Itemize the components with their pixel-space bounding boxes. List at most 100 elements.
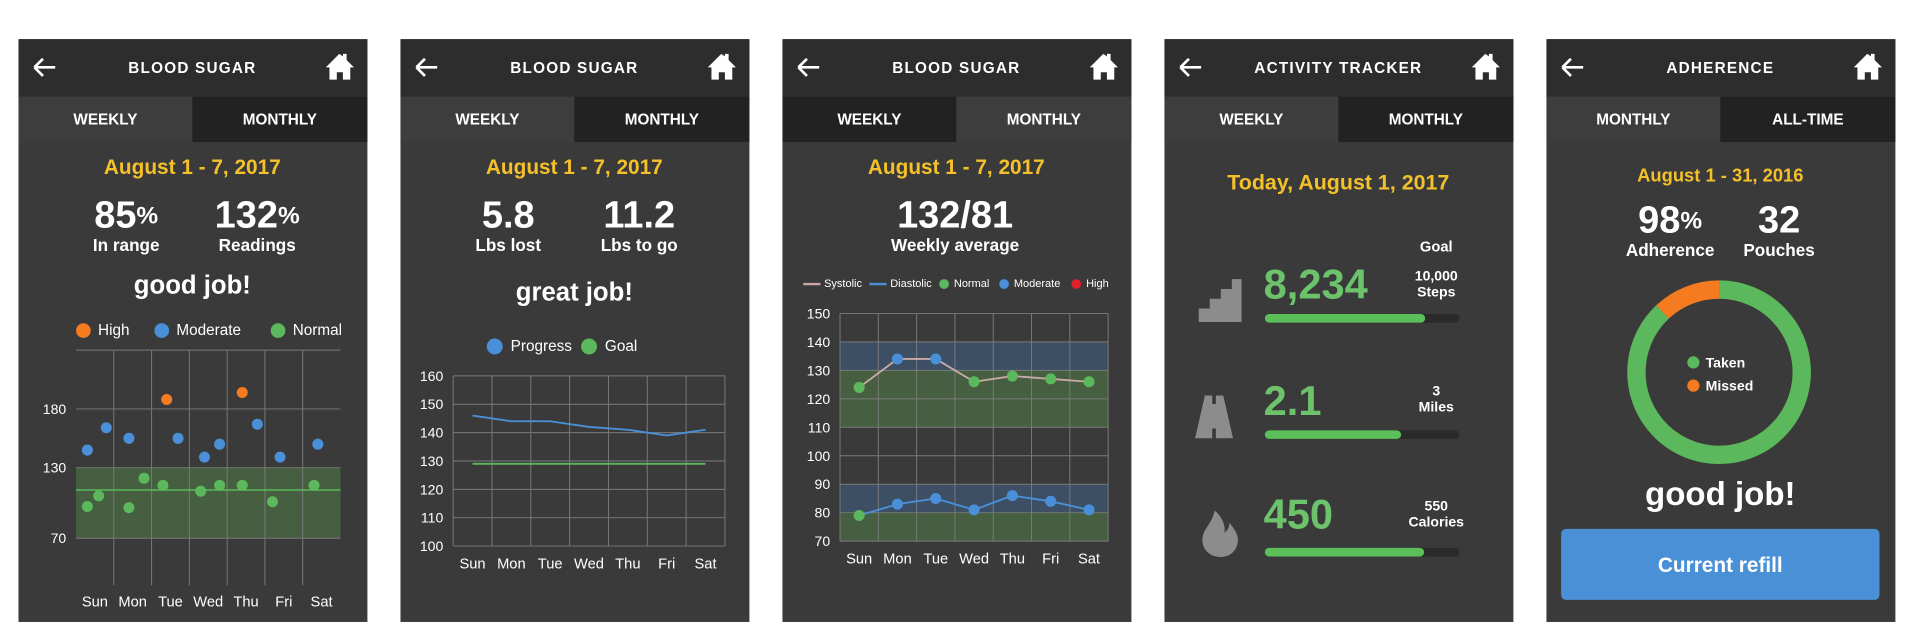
tab[interactable] [782,96,957,143]
tab[interactable] [192,96,368,143]
x-tick-label: Mon [118,594,147,610]
tab[interactable] [1338,96,1514,143]
data-point [195,485,207,497]
data-point [123,502,135,514]
y-tick-label: 140 [420,425,444,441]
x-tick-label: Wed [574,556,604,572]
y-tick-label: 100 [420,538,444,554]
goal-header: Goal [1420,239,1453,255]
data-line [472,414,706,437]
progress-fill [1264,314,1426,323]
y-tick-label: 180 [43,401,67,417]
legend-label: High [1086,278,1109,290]
legend-marker [154,323,170,338]
activity-value: 2.1 [1264,377,1322,424]
y-tick-label: 130 [807,362,831,378]
stat-value: 132% [215,194,300,236]
activity-value: 8,234 [1264,261,1368,308]
tab[interactable] [1720,96,1896,143]
goal-unit: Calories [1409,514,1465,530]
data-point [157,479,169,491]
phone-screen: ACTIVITY TRACKER WEEKLY MONTHLY Today, Augu… [1164,39,1514,622]
y-tick-label: 100 [807,448,831,464]
goal-value: 10,000 [1415,267,1458,283]
stat-label: Pouches [1743,240,1814,260]
x-tick-label: Thu [615,556,640,572]
data-point [312,438,324,450]
home-button[interactable] [1471,53,1500,80]
home-button[interactable] [707,53,736,80]
home-button[interactable] [325,53,354,80]
activity-value: 450 [1264,491,1333,538]
data-point [1083,504,1095,516]
goal-unit: Steps [1417,283,1455,299]
back-button[interactable] [33,57,56,77]
screen-title: BLOOD SUGAR [510,60,638,77]
legend-label: Taken [1706,354,1746,370]
data-point [274,451,286,463]
stat-unit: % [278,202,300,229]
back-button[interactable] [1179,57,1202,77]
range-band [76,467,341,539]
current-refill-button[interactable] [1561,528,1880,600]
data-point [1006,490,1018,502]
y-tick-label: 70 [815,533,831,549]
date-range: August 1 - 7, 2017 [868,156,1045,179]
legend-label: Systolic [824,278,862,290]
legend-label: High [98,322,129,339]
screen-title: ACTIVITY TRACKER [1254,60,1422,77]
data-point [853,510,865,522]
back-button[interactable] [1561,57,1584,77]
data-point [81,500,93,512]
stat-number: 11.2 [603,194,675,236]
range-band [840,341,1109,371]
tab[interactable] [18,96,193,143]
tab[interactable] [1546,96,1721,143]
date-range: Today, August 1, 2017 [1227,170,1449,194]
data-point [308,479,320,491]
tab[interactable] [574,96,750,143]
phone-screen: BLOOD SUGAR WEEKLY MONTHLY August 1 - 7, 20… [18,39,368,622]
legend-marker [1687,379,1700,392]
x-tick-label: Fri [658,556,675,572]
legend-label: Diastolic [890,278,932,290]
tab-label: MONTHLY [625,111,699,128]
tab[interactable] [956,96,1132,143]
legend-marker [76,323,91,338]
y-tick-label: 120 [807,391,831,407]
y-tick-label: 80 [815,505,831,521]
home-button[interactable] [1853,53,1882,80]
message: good job! [1645,476,1796,513]
y-tick-label: 110 [421,510,444,526]
legend-marker [999,279,1009,289]
data-point [853,381,865,393]
x-tick-label: Tue [158,594,183,610]
data-point [161,394,173,406]
activity-icon [1202,510,1238,558]
x-tick-label: Wed [193,594,223,610]
message: great job! [516,279,633,307]
legend-label: Moderate [1014,278,1060,290]
y-tick-label: 140 [807,334,831,350]
tab[interactable] [400,96,575,143]
stat-value: 98% [1638,199,1702,241]
tab-label: WEEKLY [73,111,137,128]
back-button[interactable] [415,57,438,77]
tab[interactable] [1164,96,1339,143]
date-range: August 1 - 31, 2016 [1637,165,1803,186]
legend-label: Normal [293,322,342,339]
data-point [930,353,942,365]
date-range: August 1 - 7, 2017 [104,156,281,179]
progress-fill [1264,547,1425,557]
x-tick-label: Fri [275,594,292,610]
screen-title: BLOOD SUGAR [128,60,256,77]
phone-screen: BLOOD SUGAR WEEKLY MONTHLY August 1 - 7, 20… [400,39,750,622]
back-button[interactable] [797,57,820,77]
legend-marker [581,338,597,355]
tab-label: WEEKLY [455,111,519,128]
data-point [1045,373,1057,385]
date-range: August 1 - 7, 2017 [486,156,663,179]
goal-unit: Miles [1419,398,1454,414]
y-tick-label: 70 [51,530,67,546]
